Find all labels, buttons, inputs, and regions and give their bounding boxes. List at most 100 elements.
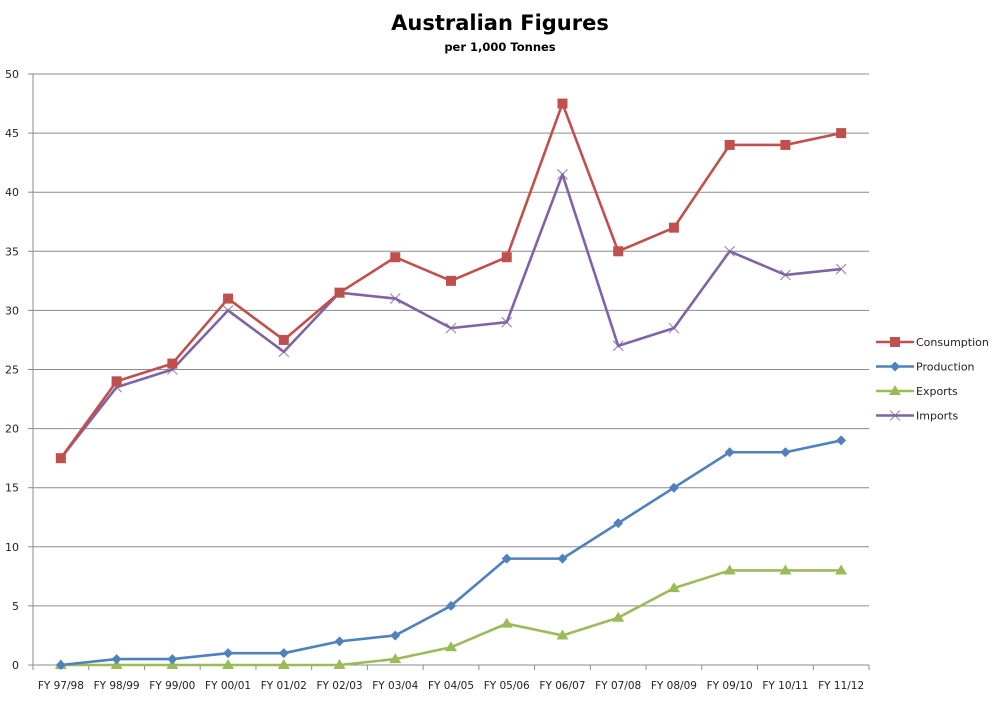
production-marker-icon	[111, 654, 122, 665]
production-marker-icon	[724, 447, 735, 458]
series-consumption	[55, 98, 847, 464]
y-tick-label: 10	[5, 541, 19, 554]
exports-marker-icon	[667, 582, 680, 593]
consumption-marker-icon	[613, 246, 624, 257]
exports-marker-icon	[277, 659, 290, 669]
production-marker-icon	[836, 435, 847, 446]
production-marker-icon	[55, 660, 66, 670]
y-axis: 0 5 10 15 20 25 30 35 40 45 50	[5, 68, 34, 672]
exports-marker-icon	[835, 564, 848, 575]
consumption-marker-icon	[780, 139, 791, 150]
y-tick-label: 50	[5, 68, 19, 81]
legend-label: Consumption	[916, 336, 989, 349]
legend-item-imports: Imports	[876, 410, 959, 423]
imports-line	[59, 173, 842, 459]
series-imports	[55, 169, 847, 464]
y-tick-label: 40	[5, 186, 19, 199]
consumption-marker-icon	[724, 139, 735, 150]
imports-marker-icon	[612, 340, 624, 352]
chart-title: Australian Figures	[391, 11, 609, 35]
y-tick-label: 25	[5, 364, 19, 377]
consumption-marker-icon	[55, 453, 66, 464]
legend: Consumption Production Exports Imports	[876, 336, 989, 423]
legend-label: Imports	[916, 410, 959, 423]
x-tick-label: FY 05/06	[484, 680, 530, 692]
legend-item-exports: Exports	[876, 385, 958, 398]
imports-marker-icon	[222, 304, 234, 316]
x-tick-label: FY 07/08	[595, 680, 641, 692]
gridlines	[33, 73, 869, 607]
exports-marker-icon	[389, 653, 402, 664]
production-marker-icon	[334, 636, 345, 647]
consumption-marker-icon	[390, 252, 401, 263]
production-marker-icon	[446, 600, 456, 611]
legend-item-consumption: Consumption	[876, 336, 989, 349]
y-tick-label: 35	[5, 245, 19, 258]
consumption-marker-icon	[334, 287, 345, 298]
legend-item-production: Production	[876, 361, 975, 374]
exports-marker-icon	[500, 617, 513, 628]
x-tick-label: FY 97/98	[38, 680, 84, 692]
imports-marker-icon	[724, 245, 736, 257]
imports-marker-icon	[835, 263, 847, 275]
production-marker-icon	[278, 648, 289, 659]
consumption-marker-icon	[223, 293, 234, 304]
production-marker-icon	[668, 482, 679, 493]
legend-consumption-marker-icon	[890, 337, 900, 347]
imports-marker-icon	[278, 346, 290, 358]
production-marker-icon	[223, 648, 234, 659]
exports-marker-icon	[333, 659, 346, 669]
production-line	[60, 439, 842, 667]
legend-exports-marker-icon	[889, 385, 901, 395]
imports-marker-icon	[668, 322, 680, 334]
x-tick-label: FY 04/05	[428, 680, 474, 692]
legend-label: Production	[916, 361, 975, 374]
y-tick-label: 30	[5, 304, 19, 317]
consumption-marker-icon	[557, 98, 568, 109]
exports-marker-icon	[222, 659, 235, 669]
consumption-marker-icon	[111, 376, 122, 387]
production-marker-icon	[501, 553, 512, 564]
series-exports	[54, 564, 848, 669]
imports-marker-icon	[557, 169, 568, 180]
x-tick-label: FY 10/11	[762, 680, 808, 692]
x-tick-label: FY 06/07	[539, 680, 585, 692]
imports-marker-icon	[501, 316, 513, 328]
legend-imports-marker-icon	[889, 410, 901, 421]
exports-marker-icon	[612, 611, 625, 622]
legend-label: Exports	[916, 385, 958, 398]
x-tick-label: FY 99/00	[149, 680, 195, 692]
imports-marker-icon	[779, 269, 791, 281]
consumption-marker-icon	[836, 128, 847, 139]
exports-marker-icon	[556, 629, 569, 640]
production-marker-icon	[557, 553, 568, 564]
consumption-marker-icon	[167, 358, 178, 369]
y-tick-label: 20	[5, 423, 19, 436]
x-tick-label: FY 09/10	[707, 680, 753, 692]
exports-marker-icon	[723, 564, 736, 575]
consumption-marker-icon	[501, 252, 512, 263]
series-production	[55, 435, 847, 670]
production-marker-icon	[167, 654, 178, 665]
y-tick-label: 0	[12, 659, 19, 672]
chart-subtitle: per 1,000 Tonnes	[444, 40, 555, 54]
consumption-marker-icon	[278, 334, 289, 345]
x-tick-label: FY 00/01	[205, 680, 251, 692]
production-marker-icon	[390, 630, 401, 641]
exports-marker-icon	[779, 564, 792, 575]
series-group	[54, 98, 848, 670]
x-tick-label: FY 02/03	[317, 680, 363, 692]
production-marker-icon	[613, 518, 624, 529]
legend-production-marker-icon	[890, 361, 900, 372]
y-tick-label: 45	[5, 127, 19, 140]
exports-marker-icon	[445, 641, 457, 652]
imports-marker-icon	[445, 322, 457, 334]
x-tick-label: FY 03/04	[372, 680, 418, 692]
x-axis: FY 97/98 FY 98/99 FY 99/00 FY 00/01 FY 01/02…	[32, 664, 870, 692]
consumption-marker-icon	[446, 275, 456, 286]
y-tick-label: 5	[12, 600, 19, 613]
x-tick-label: FY 11/12	[818, 680, 864, 692]
x-tick-label: FY 98/99	[94, 680, 140, 692]
